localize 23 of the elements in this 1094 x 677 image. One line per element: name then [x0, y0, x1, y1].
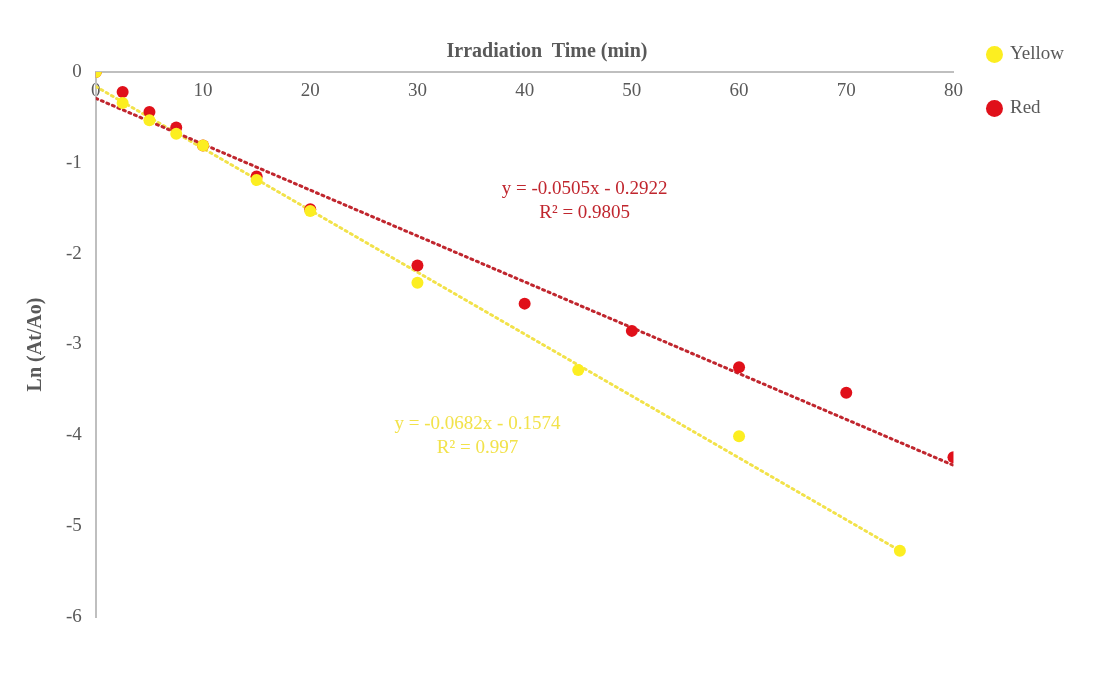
x-tick-label: 60 [729, 79, 749, 101]
legend-label: Yellow [1009, 42, 1065, 64]
x-tick-label: 10 [193, 79, 213, 101]
y-tick-label: -5 [66, 514, 82, 536]
annotation: y = -0.0505x - 0.2922 [501, 177, 668, 199]
x-tick-label: 20 [300, 79, 320, 101]
y-tick-label: -2 [66, 241, 82, 263]
annotation: R² = 0.997 [436, 435, 519, 457]
x-tick-label: 80 [943, 79, 963, 101]
x-tick-label: 40 [515, 79, 535, 101]
y-tick-label: -1 [66, 150, 82, 172]
x-tick-label: 70 [836, 79, 856, 101]
annotation: y = -0.0682x - 0.1574 [394, 411, 561, 433]
legend-label: Red [1009, 96, 1042, 118]
y-tick-label: -6 [66, 604, 82, 626]
x-tick-label: 50 [622, 79, 642, 101]
y-tick-label: -3 [66, 332, 82, 354]
y-tick-label: 0 [72, 59, 82, 81]
y-tick-label: -4 [66, 423, 83, 445]
x-axis-title: Irradiation Time (min) [446, 39, 648, 63]
annotation: R² = 0.9805 [539, 201, 631, 223]
x-tick-label: 30 [407, 79, 427, 101]
y-axis-title: Ln (At/Ao) [23, 297, 47, 392]
